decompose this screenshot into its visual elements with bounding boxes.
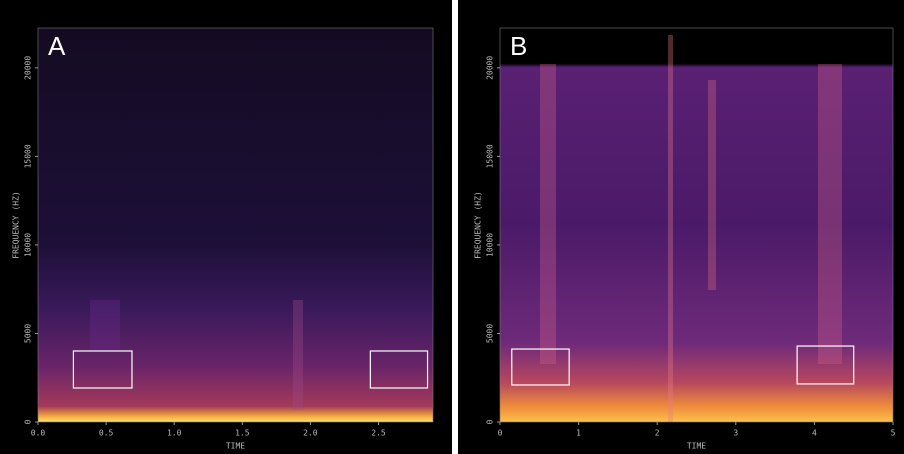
- y-tick-label: 5000: [486, 324, 495, 343]
- x-tick-label: 2.5: [371, 429, 386, 438]
- x-tick-label: 0.0: [31, 429, 46, 438]
- x-tick-label: 0: [498, 429, 503, 438]
- x-tick-label: 4: [812, 429, 817, 438]
- x-tick-label: 1: [576, 429, 581, 438]
- spectrogram-image: [38, 28, 433, 422]
- highlight-box: [72, 350, 133, 389]
- x-tick-label: 0.5: [99, 429, 114, 438]
- x-tick-label: 1.0: [167, 429, 182, 438]
- y-tick-label: 15000: [486, 144, 495, 168]
- panel-label: B: [510, 31, 527, 61]
- y-axis-label: FREQUENCY (HZ): [474, 191, 483, 258]
- y-tick-label: 0: [24, 419, 33, 424]
- plot-frame: [37, 27, 434, 423]
- streaks: [90, 35, 842, 422]
- panel-label: A: [48, 31, 66, 61]
- y-axis-label: FREQUENCY (HZ): [12, 191, 21, 258]
- y-tick-label: 10000: [486, 233, 495, 257]
- x-axis-label: TIME: [226, 442, 245, 451]
- highlight-box: [511, 348, 570, 386]
- x-tick-label: 2: [655, 429, 660, 438]
- y-tick-label: 20000: [24, 56, 33, 80]
- x-tick-label: 2.0: [303, 429, 318, 438]
- x-axis-label: TIME: [687, 442, 706, 451]
- highlight-box: [796, 345, 855, 385]
- highlight-box: [369, 350, 429, 389]
- y-tick-label: 20000: [486, 56, 495, 80]
- y-tick-label: 0: [486, 419, 495, 424]
- plot-frame: [499, 27, 894, 423]
- x-tick-label: 5: [891, 429, 896, 438]
- y-tick-label: 10000: [24, 233, 33, 257]
- y-tick-label: 15000: [24, 144, 33, 168]
- y-tick-label: 5000: [24, 324, 33, 343]
- x-tick-label: 3: [733, 429, 738, 438]
- x-tick-label: 1.5: [235, 429, 250, 438]
- spectrogram-image: [500, 28, 893, 422]
